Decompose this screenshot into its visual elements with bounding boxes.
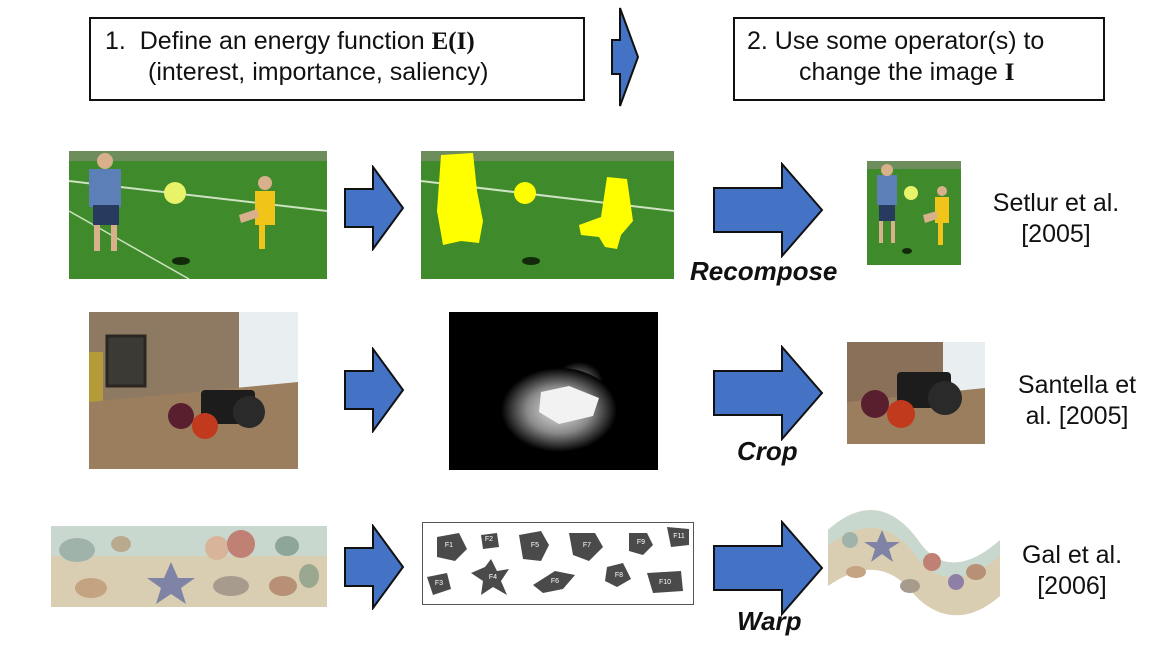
feature-label-f4: F4 <box>489 574 497 581</box>
camera-cropped-photo <box>847 342 985 444</box>
image-formula: I <box>1004 59 1015 86</box>
feature-label-f6: F6 <box>551 578 559 585</box>
feature-segmentation-map: F1 F2 F3 F4 F5 F6 F7 F8 F9 F10 F11 <box>422 522 694 605</box>
operator-label-warp: Warp <box>737 606 802 636</box>
row3-arrow-small-icon <box>344 524 405 610</box>
row1-arrow-small-icon <box>344 165 405 251</box>
step2-line2: change the image I <box>799 58 1015 86</box>
reference-gal: Gal et al. [2006] <box>1021 541 1123 600</box>
row2-arrow-small-icon <box>344 347 405 433</box>
reference-santella: Santella et al. [2005] <box>1017 371 1137 430</box>
seashell-border-image <box>51 526 327 607</box>
step1-box: 1. Define an energy function E(I) (inter… <box>89 17 585 101</box>
soccer-saliency-map <box>421 151 674 279</box>
step2-line1: 2. Use some operator(s) to <box>747 27 1045 55</box>
soccer-result-photo <box>867 161 961 265</box>
row3-arrow-large-icon <box>713 520 824 616</box>
gaze-saliency-map <box>449 312 658 470</box>
reference-setlur: Setlur et al. [2005] <box>992 189 1120 248</box>
step2-box: 2. Use some operator(s) to change the im… <box>733 17 1105 101</box>
feature-label-f10: F10 <box>659 579 671 586</box>
camera-desk-photo <box>89 312 298 469</box>
feature-label-f11: F11 <box>673 533 685 540</box>
feature-label-f3: F3 <box>435 580 443 587</box>
energy-formula: E(I) <box>431 28 475 55</box>
operator-label-crop: Crop <box>737 436 798 466</box>
step1-line1: 1. Define an energy function E(I) <box>105 27 475 55</box>
step1-line2: (interest, importance, saliency) <box>148 58 489 86</box>
feature-label-f5: F5 <box>531 542 539 549</box>
feature-label-f9: F9 <box>637 539 645 546</box>
feature-label-f1: F1 <box>445 542 453 549</box>
seashell-warped-image <box>826 500 1002 618</box>
feature-label-f2: F2 <box>485 536 493 543</box>
soccer-photo <box>69 151 327 279</box>
feature-label-f8: F8 <box>615 572 623 579</box>
operator-label-recompose: Recompose <box>690 256 838 286</box>
header-arrow-icon <box>611 7 640 107</box>
row1-arrow-large-icon <box>713 162 824 258</box>
row2-arrow-large-icon <box>713 345 824 441</box>
feature-label-f7: F7 <box>583 542 591 549</box>
